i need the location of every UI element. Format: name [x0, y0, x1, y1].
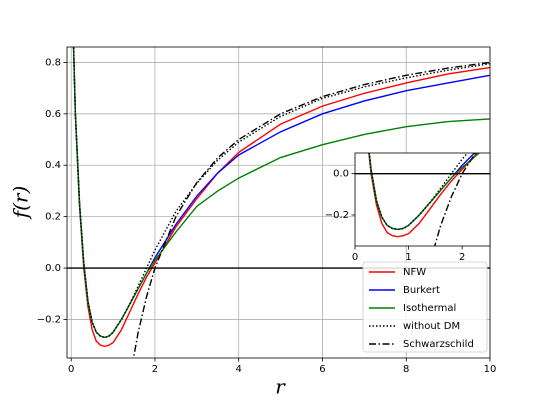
legend-label: Burkert	[403, 285, 440, 296]
x-tick-label: 4	[236, 364, 242, 375]
y-tick-label: 0.0	[45, 263, 61, 274]
line-series	[368, 153, 469, 231]
y-tick-label: 0.6	[45, 109, 61, 120]
legend-label: NFW	[403, 267, 426, 278]
y-tick-label: 0.8	[45, 57, 61, 68]
x-tick-label: 1	[405, 252, 411, 263]
legend-label: without DM	[403, 321, 460, 332]
x-tick-label: 6	[319, 364, 325, 375]
line-series	[368, 153, 479, 238]
legend-label: Schwarzschild	[403, 339, 474, 350]
y-tick-label: −0.2	[37, 314, 61, 325]
x-axis-label: r	[275, 375, 286, 399]
legend-label: Isothermal	[403, 303, 456, 314]
plot-area	[355, 153, 490, 246]
x-tick-label: 0	[68, 364, 74, 375]
x-tick-label: 0	[352, 252, 358, 263]
y-tick-label: 0.2	[45, 212, 61, 223]
y-tick-label: 0.4	[45, 160, 61, 171]
legend-box	[362, 261, 488, 353]
line-series	[433, 153, 477, 246]
y-tick-label: −0.2	[325, 210, 349, 221]
axes-frame	[354, 152, 491, 247]
x-tick-label: 2	[459, 252, 465, 263]
line-series	[72, 47, 490, 339]
line-series	[132, 61, 490, 358]
x-tick-label: 8	[403, 364, 409, 375]
x-tick-label: 10	[484, 364, 497, 375]
axes-background	[355, 153, 490, 246]
y-axis-label: f(r)	[9, 186, 33, 221]
plot-area	[67, 47, 490, 358]
x-tick-label: 2	[152, 364, 158, 375]
y-tick-label: 0.0	[333, 169, 349, 180]
